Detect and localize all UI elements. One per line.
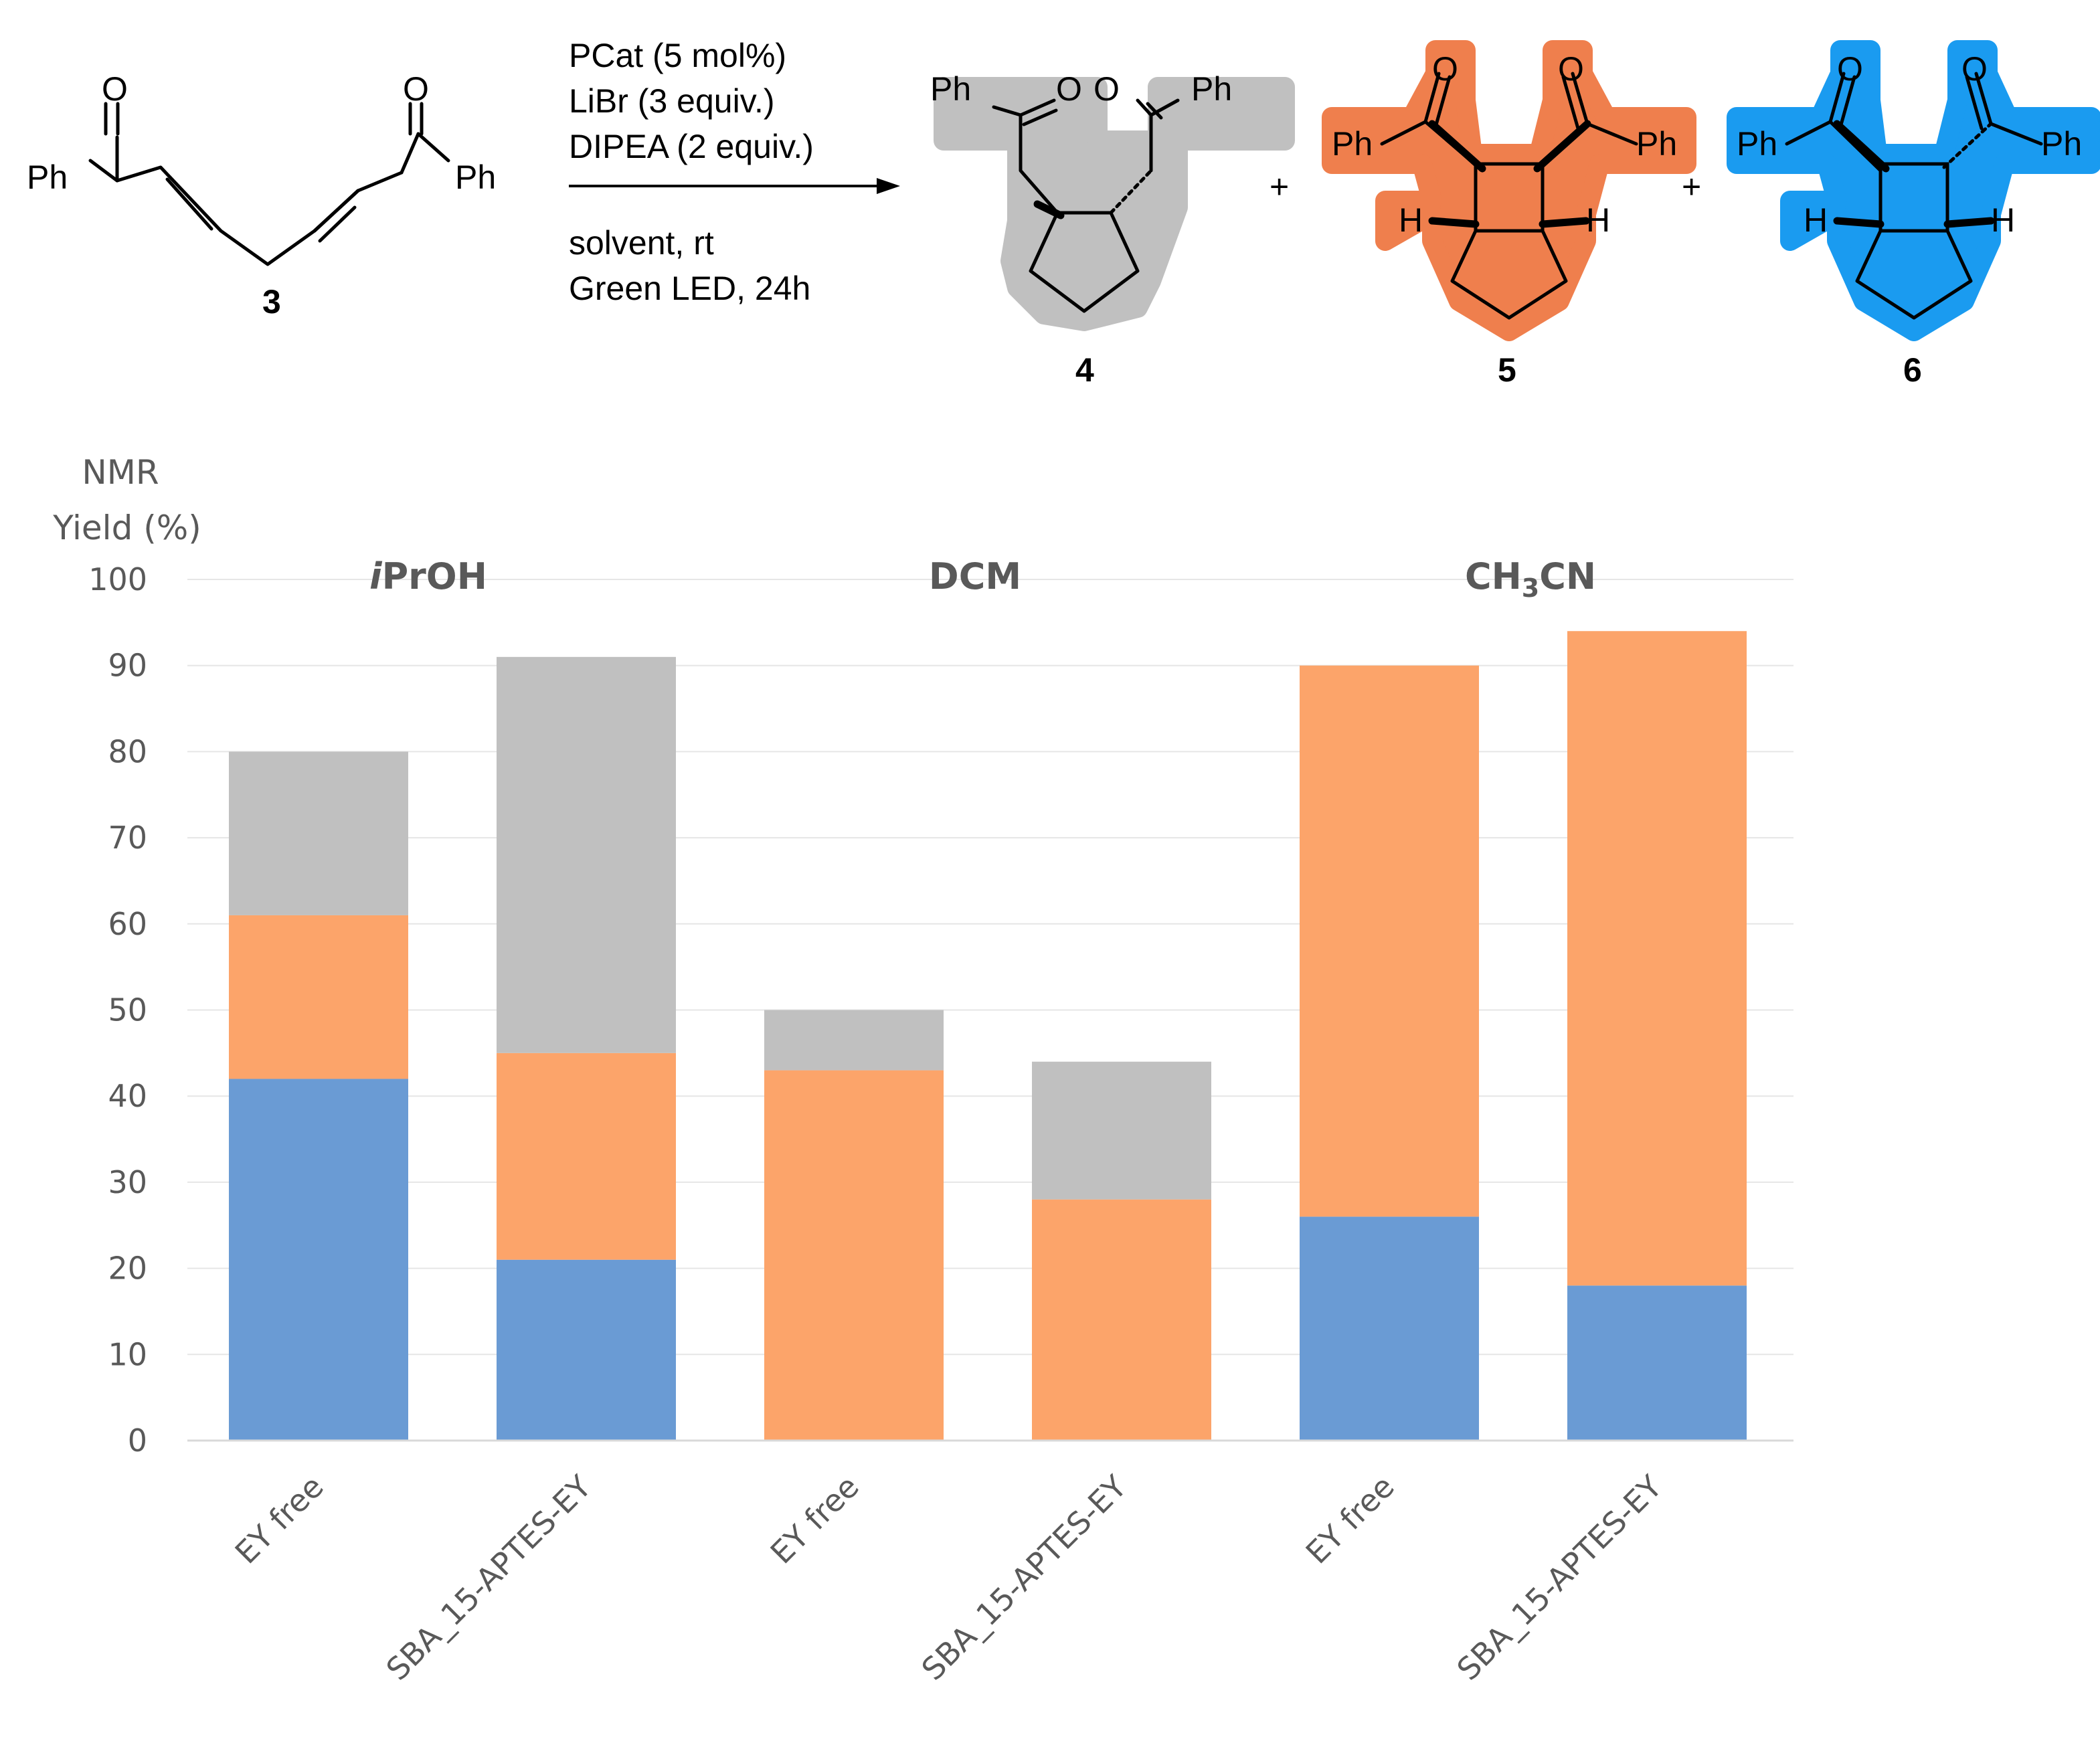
group-label-ch3cn-sub: 3	[1522, 573, 1539, 603]
x-category-label: EY free	[228, 1469, 331, 1571]
y-tick-label: 20	[108, 1251, 147, 1287]
x-category-label: SBA_15-APTES-EY	[379, 1468, 599, 1687]
product-5-structure: Ph O O Ph H H 5	[1322, 40, 1696, 389]
product-4-left-group: Ph	[930, 70, 971, 108]
y-tick-label: 10	[108, 1336, 147, 1372]
y-tick-label: 50	[108, 992, 147, 1028]
bar-segment-series-4	[497, 656, 676, 1053]
product-5-left-oxygen: O	[1432, 50, 1458, 88]
condition-line-5: Green LED, 24h	[569, 270, 810, 307]
bar-segment-series-6	[229, 1079, 408, 1441]
product-5-right-group: Ph	[1636, 125, 1677, 163]
y-tick-label: 30	[108, 1164, 147, 1200]
stacked-bar-chart: NMR Yield (%) 0 10 20 30 40 50 60 70 80 90 100 EY …	[52, 453, 1793, 1687]
bar-segment-series-5	[1567, 631, 1747, 1286]
product-4-left-oxygen: O	[1056, 70, 1082, 108]
y-axis-title-line-2: Yield (%)	[52, 509, 201, 547]
group-label-iproh-rest: PrOH	[382, 555, 487, 597]
bar-segment-series-6	[497, 1259, 676, 1441]
group-labels: iPrOH DCM CH3CN	[369, 555, 1596, 603]
bar-segment-series-5	[1300, 665, 1479, 1217]
y-tick-label: 100	[88, 561, 147, 597]
product-5-left-group: Ph	[1332, 125, 1373, 163]
x-axis-categories: EY free SBA_15-APTES-EY EY free SBA_15-APTE…	[228, 1468, 1670, 1687]
x-category-label: EY free	[764, 1469, 866, 1571]
product-4-right-group: Ph	[1191, 70, 1232, 108]
product-5-number: 5	[1498, 351, 1516, 389]
plus-sign-1: +	[1270, 168, 1289, 205]
product-4-number: 4	[1075, 351, 1094, 389]
condition-line-4: solvent, rt	[569, 224, 714, 262]
condition-line-1: PCat (5 mol%)	[569, 37, 786, 74]
reactant-structure: Ph O O Ph 3	[27, 70, 496, 320]
group-label-ch3cn: CH3CN	[1465, 555, 1596, 603]
y-tick-label: 40	[108, 1078, 147, 1114]
group-label-iproh-prefix: i	[369, 555, 383, 597]
x-category-label: SBA_15-APTES-EY	[1450, 1468, 1670, 1687]
plus-sign-2: +	[1682, 168, 1701, 205]
bars	[229, 631, 1747, 1441]
product-6-right-group: Ph	[2041, 125, 2082, 163]
product-5-left-hydrogen: H	[1399, 201, 1423, 239]
reactant-number: 3	[262, 283, 281, 320]
reaction-conditions: PCat (5 mol%) LiBr (3 equiv.) DIPEA (2 e…	[569, 37, 900, 307]
bar-segment-series-6	[1567, 1285, 1747, 1441]
y-tick-label: 0	[128, 1422, 147, 1459]
y-tick-label: 90	[108, 648, 147, 684]
bar-segment-series-5	[229, 915, 408, 1079]
product-5-right-hydrogen: H	[1586, 201, 1610, 239]
product-6-left-oxygen: O	[1837, 50, 1863, 88]
group-label-ch3cn-main: CH	[1465, 555, 1522, 597]
condition-line-2: LiBr (3 equiv.)	[569, 82, 775, 120]
bar-segment-series-5	[764, 1070, 944, 1441]
product-5-right-oxygen: O	[1558, 50, 1584, 88]
condition-line-3: DIPEA (2 equiv.)	[569, 128, 814, 165]
reactant-left-group: Ph	[27, 159, 68, 196]
product-6-left-hydrogen: H	[1804, 201, 1828, 239]
product-6-left-group: Ph	[1737, 125, 1777, 163]
gridlines	[187, 579, 1793, 1356]
y-tick-label: 60	[108, 906, 147, 942]
group-label-dcm: DCM	[929, 555, 1021, 597]
reaction-scheme: Ph O O Ph 3 PCat (5 mol%) LiBr (3 equiv.…	[27, 37, 2100, 389]
y-tick-label: 70	[108, 820, 147, 856]
bar-segment-series-4	[1032, 1061, 1211, 1200]
x-category-label: EY free	[1299, 1469, 1401, 1571]
y-tick-label: 80	[108, 733, 147, 769]
bar-segment-series-5	[497, 1052, 676, 1260]
reactant-left-oxygen: O	[102, 70, 128, 108]
product-6-structure: Ph O O Ph H H 6	[1727, 40, 2100, 389]
x-category-label: SBA_15-APTES-EY	[915, 1468, 1134, 1687]
reactant-right-group: Ph	[455, 159, 496, 196]
bar-segment-series-5	[1032, 1199, 1211, 1441]
y-axis-ticks: 0 10 20 30 40 50 60 70 80 90 100	[88, 561, 147, 1459]
product-4-right-oxygen: O	[1093, 70, 1120, 108]
reactant-right-oxygen: O	[403, 70, 429, 108]
bar-segment-series-4	[764, 1010, 944, 1071]
bar-segment-series-4	[229, 751, 408, 915]
y-axis-title-line-1: NMR	[82, 453, 159, 492]
group-label-iproh: iPrOH	[369, 555, 487, 597]
product-6-right-oxygen: O	[1961, 50, 1988, 88]
product-6-right-hydrogen: H	[1991, 201, 2015, 239]
reaction-arrowhead	[877, 178, 900, 194]
group-label-ch3cn-rest: CN	[1539, 555, 1596, 597]
product-6-number: 6	[1903, 351, 1922, 389]
product-4-structure: Ph O O Ph 4	[930, 70, 1295, 389]
bar-segment-series-6	[1300, 1216, 1479, 1441]
